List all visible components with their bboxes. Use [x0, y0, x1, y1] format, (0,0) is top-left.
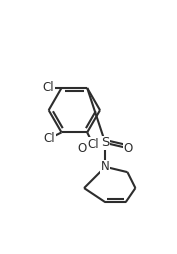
- Text: Cl: Cl: [87, 138, 99, 151]
- Text: Cl: Cl: [42, 82, 54, 94]
- Text: N: N: [101, 160, 110, 173]
- Text: O: O: [124, 142, 133, 155]
- Text: O: O: [78, 142, 87, 155]
- Text: Cl: Cl: [44, 132, 55, 145]
- Text: S: S: [101, 136, 110, 149]
